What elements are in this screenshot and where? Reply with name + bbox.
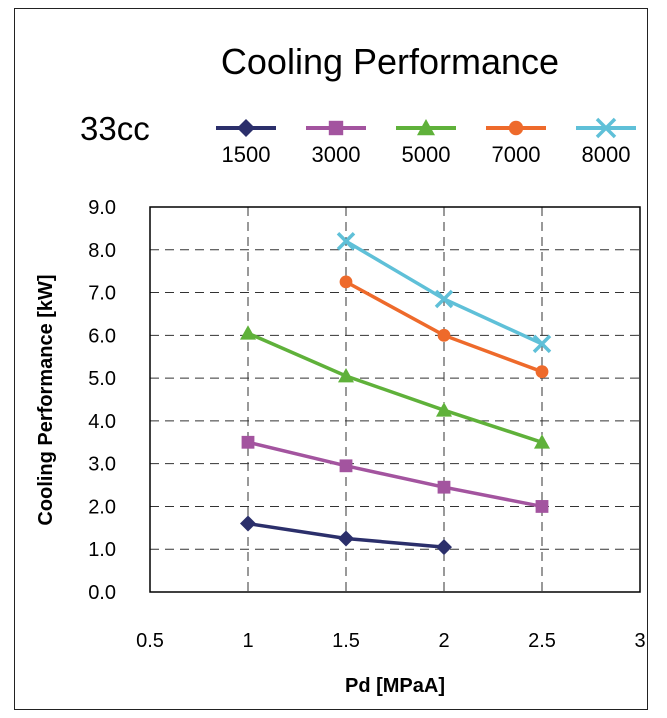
series-5000 xyxy=(240,325,550,449)
plot-area xyxy=(149,206,641,593)
legend-marker xyxy=(417,119,435,136)
legend-entry-5000: 5000 xyxy=(396,119,456,167)
legend: 1500 3000 5000 7000 8000 xyxy=(216,117,636,167)
y-tick-label: 6.0 xyxy=(88,325,116,347)
y-tick-label: 1.0 xyxy=(88,539,116,561)
data-point xyxy=(434,289,454,309)
y-axis-ticks: 0.0 1.0 2.0 3.0 4.0 5.0 6.0 7.0 8.0 9.0 xyxy=(88,197,116,604)
data-point xyxy=(437,480,451,494)
data-point xyxy=(336,231,356,251)
data-point xyxy=(241,435,255,449)
legend-marker xyxy=(508,120,524,136)
series-line xyxy=(247,331,543,444)
legend-label: 7000 xyxy=(492,142,541,167)
chart-title: Cooling Performance xyxy=(221,41,559,82)
chart-subtitle: 33cc xyxy=(80,110,150,147)
y-tick-label: 0.0 xyxy=(88,582,116,604)
y-tick-label: 5.0 xyxy=(88,368,116,390)
data-point xyxy=(436,539,452,556)
legend-marker xyxy=(595,117,617,139)
data-point xyxy=(338,367,354,383)
data-point xyxy=(338,530,354,547)
data-point xyxy=(240,515,256,532)
data-point xyxy=(534,434,550,449)
x-tick-label: 0.5 xyxy=(136,630,164,652)
y-tick-label: 2.0 xyxy=(88,496,116,518)
data-point xyxy=(339,459,353,473)
legend-entry-3000: 3000 xyxy=(306,120,366,167)
data-point xyxy=(436,402,452,417)
data-point xyxy=(535,500,549,513)
data-point xyxy=(437,328,451,342)
x-tick-label: 1.5 xyxy=(332,630,360,652)
y-tick-label: 3.0 xyxy=(88,454,116,476)
y-tick-label: 9.0 xyxy=(88,197,116,219)
series-3000 xyxy=(241,435,549,513)
legend-entry-1500: 1500 xyxy=(216,119,276,167)
grid xyxy=(150,207,640,592)
legend-marker xyxy=(237,119,255,137)
series-line xyxy=(247,440,543,509)
legend-label: 5000 xyxy=(402,142,451,167)
legend-label: 1500 xyxy=(222,142,271,167)
data-point xyxy=(532,334,552,354)
data-point xyxy=(535,365,549,379)
legend-label: 8000 xyxy=(582,142,631,167)
data-point xyxy=(240,325,256,340)
series-group xyxy=(240,231,552,556)
legend-entry-8000: 8000 xyxy=(576,117,636,167)
x-tick-label: 2.5 xyxy=(528,630,556,652)
y-axis-label: Cooling Performance [kW] xyxy=(35,274,57,525)
legend-label: 3000 xyxy=(312,142,361,167)
legend-entry-7000: 7000 xyxy=(486,120,546,167)
y-tick-label: 7.0 xyxy=(88,283,116,305)
x-tick-label: 3 xyxy=(634,630,645,652)
series-8000 xyxy=(336,231,552,354)
legend-marker xyxy=(328,120,344,136)
series-7000 xyxy=(339,275,549,379)
x-tick-label: 1 xyxy=(242,630,253,652)
y-tick-label: 8.0 xyxy=(88,240,116,262)
series-1500 xyxy=(240,515,452,556)
y-tick-label: 4.0 xyxy=(88,411,116,433)
x-axis-label: Pd [MPaA] xyxy=(345,675,445,697)
x-tick-label: 2 xyxy=(438,630,449,652)
x-axis-ticks: 0.5 1 1.5 2 2.5 3 xyxy=(136,630,645,652)
data-point xyxy=(339,275,353,289)
